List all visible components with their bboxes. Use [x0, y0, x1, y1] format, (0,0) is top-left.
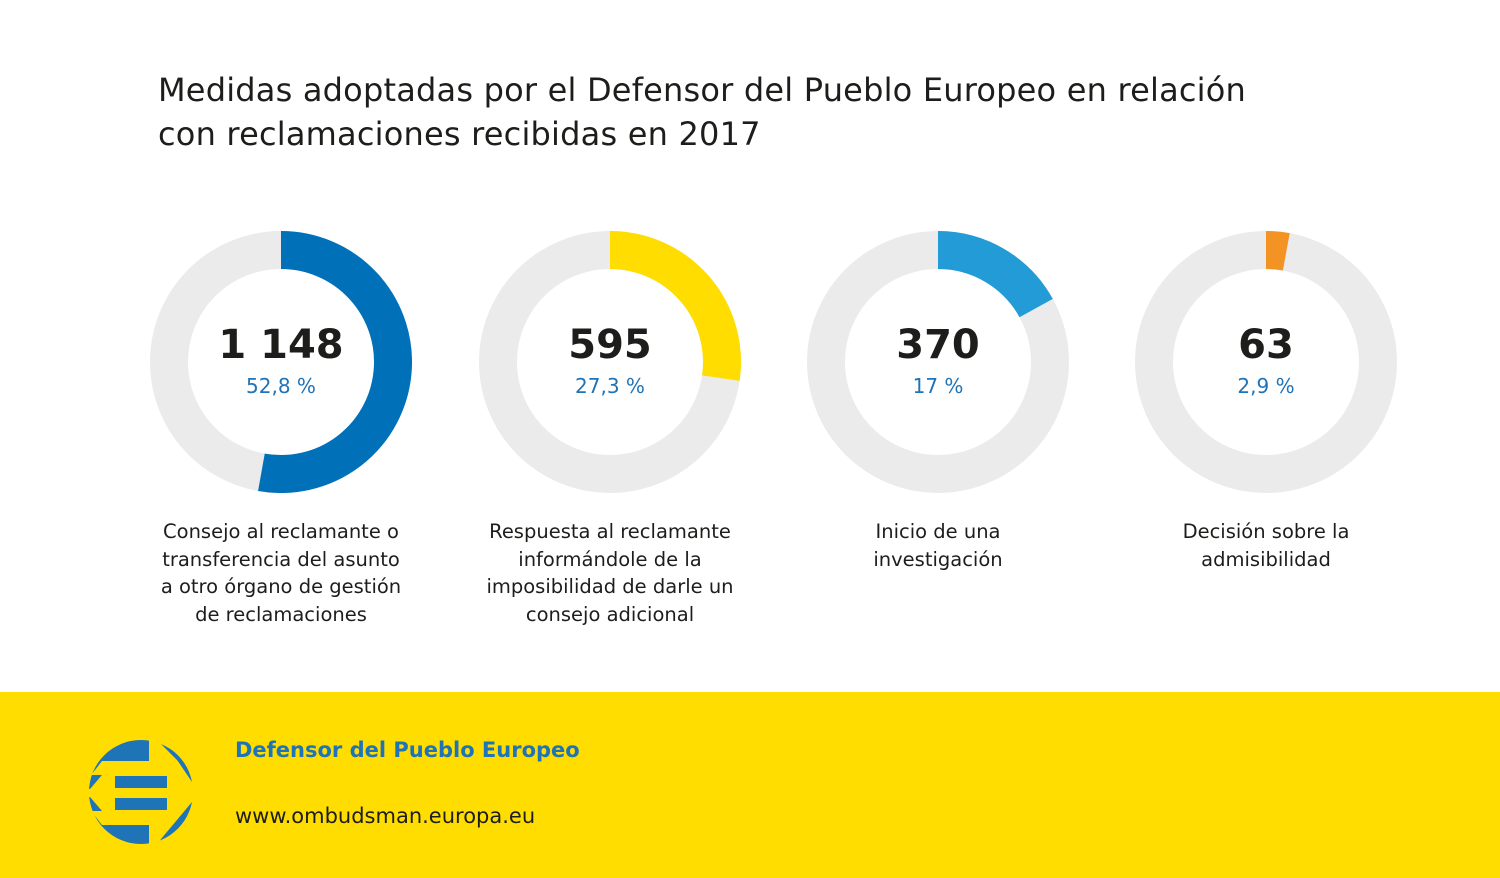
- donut-chart-4: 63 2,9 %: [1135, 231, 1397, 493]
- donut-percent-1: 52,8 %: [246, 374, 316, 398]
- donut-segment-1: [258, 231, 412, 493]
- donut-segment-4: [1265, 231, 1290, 271]
- title-line-1: Medidas adoptadas por el Defensor del Pu…: [158, 71, 1247, 109]
- donut-percent-4: 2,9 %: [1237, 374, 1295, 398]
- donut-segment-2: [609, 231, 741, 381]
- donut-label-3: Inicio de una investigación: [873, 520, 1003, 571]
- footer-band: [0, 692, 1500, 878]
- donut-percent-2: 27,3 %: [575, 374, 645, 398]
- donut-count-4: 63: [1238, 322, 1294, 368]
- donut-label-1: Consejo al reclamante o transferencia de…: [160, 520, 402, 626]
- donut-chart-3: 370 17 %: [807, 231, 1069, 493]
- donut-segment-3: [937, 231, 1053, 318]
- title-line-2: con reclamaciones recibidas en 2017: [158, 115, 761, 153]
- european-ombudsman-logo-icon: [89, 740, 193, 844]
- donut-label-2: Respuesta al reclamante informándole de …: [486, 520, 734, 626]
- chart-title: Medidas adoptadas por el Defensor del Pu…: [158, 68, 1358, 156]
- donut-label-4: Decisión sobre la admisibilidad: [1182, 520, 1350, 571]
- donut-chart-1: 1 148 52,8 %: [150, 231, 412, 493]
- donut-count-3: 370: [896, 322, 980, 368]
- donut-percent-3: 17 %: [912, 374, 964, 398]
- website-url[interactable]: www.ombudsman.europa.eu: [235, 804, 536, 828]
- donut-chart-2: 595 27,3 %: [479, 231, 741, 493]
- donut-count-2: 595: [568, 322, 652, 368]
- donut-count-1: 1 148: [218, 322, 344, 368]
- organization-name: Defensor del Pueblo Europeo: [235, 738, 580, 762]
